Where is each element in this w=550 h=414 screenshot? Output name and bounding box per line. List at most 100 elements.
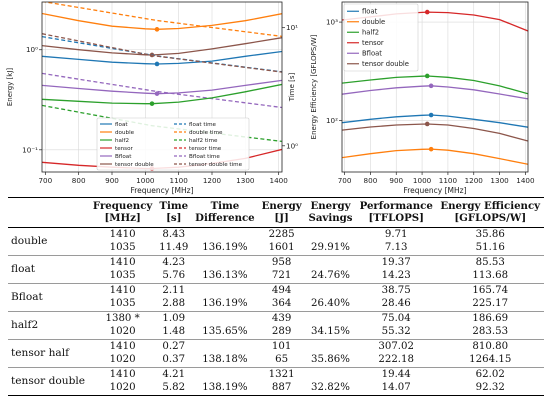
value-max-frequency: 165.74	[472, 285, 509, 296]
cell-energy-efficiency: 35.86 51.16	[436, 228, 544, 256]
value-optimal-frequency: 1020	[109, 325, 136, 337]
value-max-frequency: 19.37	[381, 257, 411, 268]
value-max-frequency: 439	[271, 313, 292, 324]
table-row: float 1410 1035 4.23 5.76 136.13% 958 721 24.7…	[8, 256, 544, 284]
cell-time-difference: 136.19%	[192, 228, 259, 256]
row-label: Bfloat	[11, 291, 43, 304]
value-optimal-frequency: 14.23	[381, 269, 411, 281]
value-max-frequency: 8.43	[162, 229, 186, 240]
cell-performance: 38.75 28.46	[356, 284, 437, 312]
plot-frame	[341, 1, 529, 173]
series-marker-float	[154, 61, 160, 67]
series-marker-Bfloat	[154, 91, 160, 96]
value-max-frequency: 494	[271, 285, 292, 296]
value-max-frequency: 2285	[268, 229, 295, 240]
value-max-frequency: 1410	[109, 285, 136, 296]
legend-entry: tensor double time	[189, 162, 243, 168]
row-label: half2	[11, 319, 39, 332]
value-max-frequency: 0.27	[162, 341, 186, 352]
value-optimal-frequency: 1601	[268, 241, 295, 253]
value-optimal-frequency: 138.19%	[202, 381, 248, 393]
value-max-frequency	[308, 285, 353, 298]
series-group	[342, 9, 528, 165]
x-tick-label: 800	[364, 176, 378, 185]
row-label: tensor half	[11, 347, 70, 360]
value-max-frequency: 1.09	[162, 313, 186, 324]
x-tick-label: 1000	[413, 176, 432, 185]
series-marker-half2	[149, 101, 155, 106]
series-marker-Bfloat	[428, 83, 434, 89]
cell-frequency: 1380 * 1020	[89, 312, 156, 340]
value-optimal-frequency: 225.17	[472, 297, 509, 309]
x-tick-label: 800	[72, 176, 86, 185]
row-label: double	[11, 235, 48, 248]
legend-entry: double time	[189, 130, 223, 136]
value-optimal-frequency: 1264.15	[469, 353, 512, 365]
axes: 700 800 900 1000 1100 1200 1300 1400 Frequency […	[6, 23, 298, 195]
cell-time-difference: 138.19%	[192, 368, 259, 396]
cell-energy-efficiency: 62.02 92.32	[436, 368, 544, 396]
cell-energy-savings: 35.86%	[305, 340, 356, 368]
cell-energy: 1321 887	[258, 368, 305, 396]
header-performance: Performance [TFLOPS]	[359, 200, 433, 224]
cell-energy: 2285 1601	[258, 228, 305, 256]
value-optimal-frequency: 24.76%	[311, 269, 350, 281]
legend: float float time double double time half2 hal…	[96, 117, 250, 171]
value-optimal-frequency: 136.13%	[202, 269, 248, 281]
x-tick-label: 1200	[203, 176, 222, 185]
series-line-tensor-double-time	[42, 33, 282, 73]
legend-box	[96, 117, 250, 171]
value-max-frequency: 1321	[268, 369, 295, 380]
axes: 700 800 900 1000 1100 1200 1300 1400 Frequency […	[310, 18, 535, 195]
value-max-frequency: 307.02	[378, 341, 415, 352]
value-optimal-frequency: 364	[271, 297, 292, 309]
value-optimal-frequency: 32.82%	[311, 381, 350, 393]
cell-frequency: 1410 1020	[89, 368, 156, 396]
cell-energy-savings: 26.40%	[305, 284, 356, 312]
value-optimal-frequency: 1020	[109, 353, 136, 365]
energy-time-chart: 700 800 900 1000 1100 1200 1300 1400 Frequency […	[6, 1, 298, 195]
x-tick-label: 1200	[465, 176, 484, 185]
legend-entry: half2	[362, 28, 379, 36]
value-optimal-frequency: 721	[271, 269, 292, 281]
table-row: tensor double 1410 1020 4.21 5.82 138.19% 132…	[8, 368, 544, 396]
value-optimal-frequency: 222.18	[378, 353, 415, 365]
row-label: float	[11, 263, 36, 276]
header-time: Time [s]	[159, 200, 189, 224]
header-frequency: Frequency [MHz]	[92, 200, 153, 224]
cell-time: 1.09 1.48	[156, 312, 192, 340]
legend-entry: tensor double	[362, 60, 409, 68]
cell-energy-efficiency: 810.80 1264.15	[436, 340, 544, 368]
header-label	[8, 198, 89, 228]
y-tick-label: 10⁻¹	[22, 145, 38, 154]
value-optimal-frequency: 35.86%	[311, 353, 350, 365]
legend-entry: Bfloat	[115, 154, 132, 160]
cell-time: 4.21 5.82	[156, 368, 192, 396]
cell-energy: 101 65	[258, 340, 305, 368]
value-max-frequency: 9.71	[384, 229, 408, 240]
value-optimal-frequency: 1035	[109, 297, 136, 309]
value-optimal-frequency: 51.16	[475, 241, 505, 253]
value-max-frequency: 810.80	[472, 341, 509, 352]
value-optimal-frequency: 14.07	[381, 381, 411, 393]
cell-time-difference: 135.65%	[192, 312, 259, 340]
cell-performance: 19.37 14.23	[356, 256, 437, 284]
series-marker-tensor	[424, 9, 430, 15]
cell-energy-efficiency: 186.69 283.53	[436, 312, 544, 340]
cell-frequency: 1410 1035	[89, 284, 156, 312]
legend-entry: tensor double	[115, 162, 154, 168]
legend-entry: half2 time	[189, 138, 218, 144]
x-tick-label: 1300	[490, 176, 509, 185]
legend-entry: half2	[115, 138, 129, 144]
table-row: tensor half 1410 1020 0.27 0.37 138.18% 101 65…	[8, 340, 544, 368]
value-max-frequency: 1410	[109, 229, 136, 240]
results-table: Frequency [MHz] Time [s] Time Difference En…	[8, 197, 544, 396]
cell-energy-savings: 29.91%	[305, 228, 356, 256]
x-tick-label: 1400	[270, 176, 289, 185]
cell-energy-efficiency: 85.53 113.68	[436, 256, 544, 284]
value-max-frequency	[195, 229, 256, 242]
cell-frequency: 1410 1020	[89, 340, 156, 368]
table-header-row: Frequency [MHz] Time [s] Time Difference En…	[8, 197, 544, 228]
value-max-frequency	[195, 369, 256, 382]
value-max-frequency: 4.23	[162, 257, 186, 268]
